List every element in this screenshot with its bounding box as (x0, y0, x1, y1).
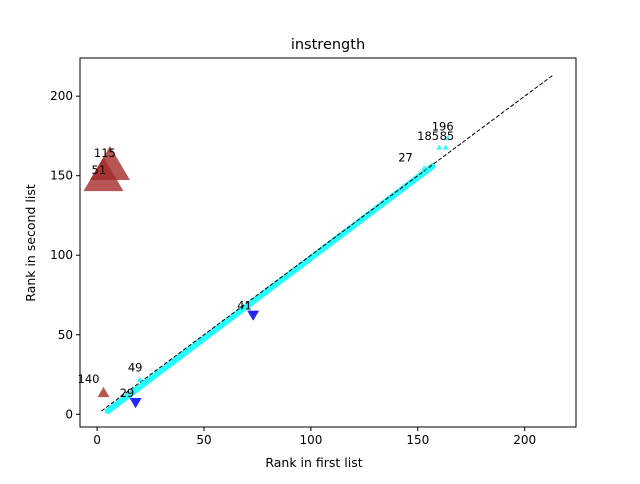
identity-reference-line (101, 75, 553, 412)
point-label-185: 185 (417, 129, 439, 143)
marker-point-49 (136, 376, 143, 382)
chart-title: instrength (291, 37, 365, 53)
marker-point-185 (436, 144, 443, 150)
point-label-115: 115 (94, 146, 116, 160)
point-label-140: 140 (78, 372, 100, 386)
point-label-29: 29 (120, 386, 135, 400)
x-tick-label: 150 (406, 433, 429, 447)
marker-point-196 (444, 134, 451, 141)
point-label-27: 27 (398, 151, 413, 165)
point-label-49: 49 (128, 360, 143, 374)
cyan-trend-band (104, 163, 436, 415)
marker-point-140 (97, 386, 110, 398)
y-axis-label: Rank in second list (23, 184, 38, 302)
y-tick-label: 0 (65, 407, 73, 421)
marker-point-41 (247, 310, 260, 321)
marker-point-27 (421, 165, 428, 171)
x-tick-label: 100 (299, 433, 322, 447)
point-label-51: 51 (92, 163, 107, 177)
marker-point-51 (83, 157, 124, 192)
marker-point-85 (442, 144, 449, 150)
y-tick-label: 150 (50, 169, 73, 183)
y-tick-label: 50 (58, 328, 73, 342)
point-label-85: 85 (440, 129, 455, 143)
axes-frame (79, 57, 577, 428)
x-tick-label: 200 (513, 433, 536, 447)
y-tick-label: 100 (50, 248, 73, 262)
point-label-41: 41 (237, 299, 252, 313)
marker-point-29 (129, 398, 142, 409)
x-axis-label: Rank in first list (265, 455, 362, 470)
y-tick-label: 200 (50, 89, 73, 103)
plot-area: 0 50 100 150 200 0 50 100 150 200 115 51 140 29 41 49 27… (50, 75, 553, 447)
x-tick-label: 0 (93, 433, 101, 447)
point-label-196: 196 (432, 120, 454, 134)
x-tick-label: 50 (196, 433, 211, 447)
